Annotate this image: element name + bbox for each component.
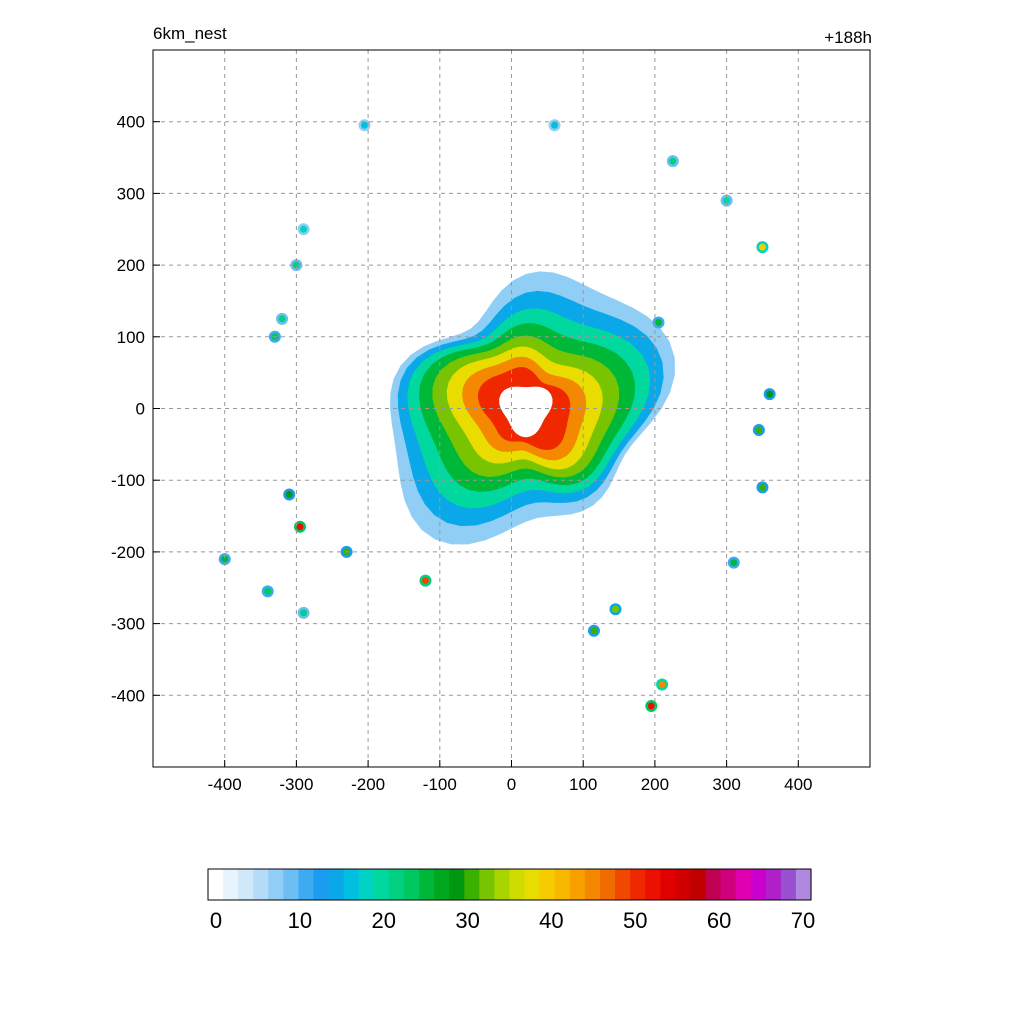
colorbar-swatch [630, 869, 646, 900]
y-tick-label: -200 [111, 543, 145, 562]
colorbar-swatch [388, 869, 405, 900]
colorbar-swatch [434, 869, 450, 900]
convective-cell-core [758, 243, 766, 251]
colorbar-swatch [705, 869, 722, 900]
axis-ticks: -400 -300 -200 -100 0 100 200 300 400 400 300 200 10… [111, 113, 813, 794]
colorbar-swatch [298, 869, 315, 900]
colorbar-tick-label: 0 [210, 908, 222, 933]
storm-eye [499, 386, 553, 438]
colorbar-swatch [675, 869, 691, 900]
x-tick-label: 200 [641, 775, 669, 794]
y-tick-label: -100 [111, 471, 145, 490]
colorbar-swatch [645, 869, 661, 900]
convective-cell-core [421, 577, 429, 585]
colorbar-swatch [524, 869, 541, 900]
colorbar-swatch [253, 869, 269, 900]
colorbar-swatch [464, 869, 480, 900]
colorbar-tick-label: 70 [791, 908, 815, 933]
colorbar-swatch [750, 869, 767, 900]
colorbar-swatch [780, 869, 797, 900]
y-tick-label: 0 [136, 400, 145, 419]
colorbar: 0 10 20 30 40 50 60 70 [207, 868, 815, 933]
convective-cell-core [300, 609, 308, 617]
convective-cell-core [264, 587, 272, 595]
chart-title-left: 6km_nest [153, 24, 227, 43]
colorbar-frame [207, 868, 812, 901]
convective-cell-core [766, 390, 774, 398]
colorbar-swatch [509, 869, 526, 900]
convective-cell-core [590, 627, 598, 635]
convective-cell-core [730, 559, 738, 567]
colorbar-tick-label: 50 [623, 908, 647, 933]
convective-cell-core [300, 225, 308, 233]
x-tick-label: 400 [784, 775, 812, 794]
colorbar-swatch [223, 869, 239, 900]
colorbar-swatch [238, 869, 254, 900]
convective-cell-core [755, 426, 763, 434]
x-tick-label: -400 [208, 775, 242, 794]
colorbar-tick-label: 20 [371, 908, 395, 933]
y-tick-label: 300 [117, 184, 145, 203]
colorbar-swatch [449, 869, 465, 900]
x-tick-label: 300 [712, 775, 740, 794]
x-tick-label: -300 [279, 775, 313, 794]
colorbar-tick-label: 40 [539, 908, 563, 933]
colorbar-swatch [690, 869, 707, 900]
colorbar-tick-label: 60 [707, 908, 731, 933]
colorbar-swatch [765, 869, 782, 900]
colorbar-swatch [358, 869, 375, 900]
colorbar-swatch [419, 869, 435, 900]
colorbar-swatch [660, 869, 676, 900]
colorbar-tick-label: 30 [455, 908, 479, 933]
y-tick-label: 200 [117, 256, 145, 275]
convective-cell-core [758, 483, 766, 491]
colorbar-swatch [539, 869, 556, 900]
convective-cell-core [292, 261, 300, 269]
colorbar-swatch [795, 869, 812, 900]
convective-cell-core [285, 491, 293, 499]
colorbar-swatch [479, 869, 496, 900]
colorbar-swatch [343, 869, 360, 900]
colorbar-tick-label: 10 [288, 908, 312, 933]
colorbar-swatch [554, 869, 571, 900]
convective-cell-core [551, 121, 559, 129]
colorbar-swatch [283, 869, 300, 900]
colorbar-swatch [569, 869, 586, 900]
colorbar-swatch [313, 869, 330, 900]
colorbar-swatch [373, 869, 390, 900]
y-tick-label: -400 [111, 686, 145, 705]
colorbar-swatch [328, 869, 345, 900]
x-tick-label: -100 [423, 775, 457, 794]
y-tick-label: 400 [117, 113, 145, 132]
convective-cell-core [361, 121, 369, 129]
convective-cell-core [611, 605, 619, 613]
colorbar-swatch [720, 869, 737, 900]
convective-cell-core [278, 315, 286, 323]
colorbar-swatch [615, 869, 631, 900]
colorbar-swatch [584, 869, 601, 900]
x-tick-label: -200 [351, 775, 385, 794]
y-tick-label: 100 [117, 328, 145, 347]
colorbar-swatch [268, 869, 284, 900]
colorbar-swatch [403, 869, 420, 900]
x-tick-label: 0 [507, 775, 516, 794]
colorbar-swatch [494, 869, 511, 900]
x-tick-label: 100 [569, 775, 597, 794]
convective-cell-core [658, 681, 666, 689]
convective-cell-core [221, 555, 229, 563]
convective-cell-core [647, 702, 655, 710]
chart-title-right: +188h [824, 28, 872, 47]
colorbar-swatch [208, 869, 224, 900]
convective-cell-core [296, 523, 304, 531]
convective-cell-core [723, 197, 731, 205]
convective-cell-core [669, 157, 677, 165]
colorbar-swatch [599, 869, 616, 900]
convective-cell-core [654, 318, 662, 326]
colorbar-swatch [735, 869, 752, 900]
y-tick-label: -300 [111, 615, 145, 634]
